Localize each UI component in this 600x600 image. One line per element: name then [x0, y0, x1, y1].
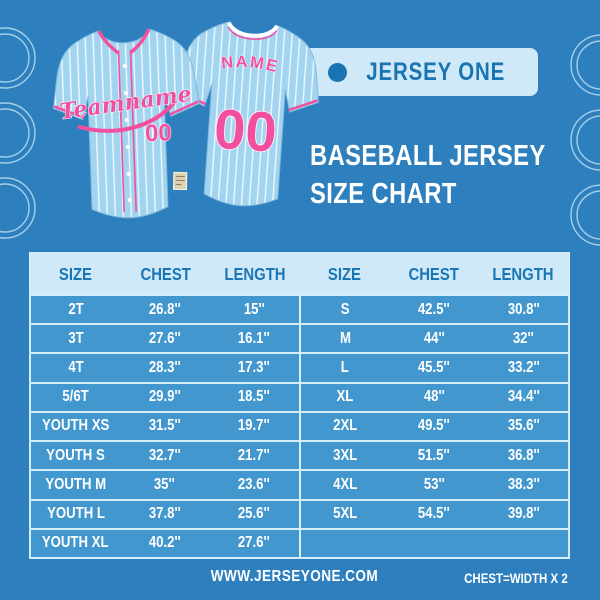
cell-size: 3T	[67, 329, 84, 347]
cell-size: 2T	[67, 300, 84, 318]
cell-size	[301, 530, 390, 557]
table-row: 2T 26.8'' 15'' S 42.5'' 30.8''	[31, 294, 568, 324]
brand-name: JERSEY ONE	[366, 57, 505, 86]
header-length-right: LENGTH	[492, 263, 554, 284]
cell-length: 33.2''	[507, 359, 540, 377]
cell-length: 38.3''	[507, 475, 540, 493]
chest-formula-note: CHEST=WIDTH X 2	[464, 571, 568, 586]
table-row: 4T 28.3'' 17.3'' L 45.5'' 33.2''	[31, 352, 568, 382]
size-chart-table: SIZE CHEST LENGTH SIZE CHEST LENGTH 2T 2…	[29, 252, 570, 559]
header-size-left: SIZE	[59, 263, 93, 284]
cell-length: 16.1''	[237, 329, 270, 347]
page-title-line1: BASEBALL JERSEY	[310, 140, 546, 172]
table-header-row: SIZE CHEST LENGTH SIZE CHEST LENGTH	[31, 254, 568, 294]
jersey-front-view: Teamname 00	[52, 28, 200, 219]
cell-size: YOUTH XS	[41, 417, 110, 435]
brand-banner: JERSEY ONE	[296, 48, 538, 96]
jersey-front-number: 00	[145, 119, 173, 147]
jersey-illustration: NAME 00 Teamname 00	[52, 21, 319, 219]
cell-chest: 45.5''	[418, 359, 451, 377]
table-row: YOUTH XS 31.5'' 19.7'' 2XL 49.5'' 35.6''	[31, 410, 568, 441]
cell-size: YOUTH M	[45, 475, 106, 493]
cell-length: 15''	[243, 300, 265, 318]
jersey-back-number: 00	[212, 97, 279, 164]
cell-size: 4XL	[332, 475, 358, 493]
cell-length: 17.3''	[237, 359, 270, 377]
jersey-jocktag	[172, 171, 188, 191]
cell-chest: 35''	[154, 475, 176, 493]
website-url: WWW.JERSEYONE.COM	[210, 568, 378, 585]
brand-dot-icon	[328, 62, 347, 82]
table-row: 5/6T 29.9'' 18.5'' XL 48'' 34.4''	[31, 381, 568, 411]
cell-size: YOUTH L	[46, 505, 105, 523]
jersey-buttons	[122, 63, 133, 203]
cell-length: 19.7''	[237, 417, 270, 435]
table-row: 3T 27.6'' 16.1'' M 44'' 32''	[31, 323, 568, 353]
cell-size: XL	[336, 388, 354, 406]
cell-chest: 37.8''	[148, 505, 181, 523]
cell-chest: 51.5''	[418, 446, 451, 464]
cell-size: 2XL	[332, 417, 358, 435]
cell-chest: 53''	[423, 475, 445, 493]
page-title-line2: SIZE CHART	[310, 178, 457, 210]
cell-length: 34.4''	[507, 388, 540, 406]
header-size-right: SIZE	[327, 263, 361, 284]
cell-chest: 32.7''	[148, 446, 181, 464]
cell-chest: 54.5''	[418, 505, 451, 523]
table-row: YOUTH M 35'' 23.6'' 4XL 53'' 38.3''	[31, 469, 568, 499]
cell-length: 39.8''	[507, 505, 540, 523]
cell-size: YOUTH S	[46, 446, 105, 464]
cell-length: 18.5''	[237, 388, 270, 406]
cell-chest: 49.5''	[418, 417, 451, 435]
cell-chest: 40.2''	[148, 534, 181, 552]
cell-size: 3XL	[332, 446, 358, 464]
cell-size: 5/6T	[62, 388, 89, 406]
header-chest-right: CHEST	[408, 263, 459, 284]
cell-chest: 29.9''	[148, 388, 181, 406]
cell-length: 35.6''	[507, 417, 540, 435]
cell-chest: 27.6''	[148, 329, 181, 347]
header-length-left: LENGTH	[224, 263, 286, 284]
page-title: BASEBALL JERSEY SIZE CHART	[310, 137, 597, 213]
cell-size: S	[340, 300, 350, 318]
table-row: YOUTH XL 40.2'' 27.6''	[31, 527, 568, 557]
cell-size: 5XL	[332, 505, 358, 523]
cell-size: 4T	[67, 359, 84, 377]
cell-length: 27.6''	[237, 534, 270, 552]
cell-length	[479, 530, 568, 557]
cell-size: YOUTH XL	[42, 534, 109, 552]
table-row: YOUTH S 32.7'' 21.7'' 3XL 51.5'' 36.8''	[31, 440, 568, 470]
cell-chest: 28.3''	[148, 359, 181, 377]
table-row: YOUTH L 37.8'' 25.6'' 5XL 54.5'' 39.8''	[31, 498, 568, 528]
cell-length: 30.8''	[507, 300, 540, 318]
cell-chest: 42.5''	[418, 300, 451, 318]
cell-chest: 31.5''	[148, 417, 181, 435]
jersey-back-view: NAME 00	[176, 21, 319, 207]
cell-size: M	[339, 329, 351, 347]
cell-size: L	[341, 359, 350, 377]
cell-chest: 26.8''	[148, 300, 181, 318]
cell-length: 32''	[512, 329, 534, 347]
cell-length: 25.6''	[237, 505, 270, 523]
cell-length: 21.7''	[237, 446, 270, 464]
cell-length: 23.6''	[237, 475, 270, 493]
cell-chest	[390, 530, 479, 557]
header-chest-left: CHEST	[140, 263, 191, 284]
cell-length: 36.8''	[507, 446, 540, 464]
cell-chest: 44''	[423, 329, 445, 347]
cell-chest: 48''	[423, 388, 445, 406]
